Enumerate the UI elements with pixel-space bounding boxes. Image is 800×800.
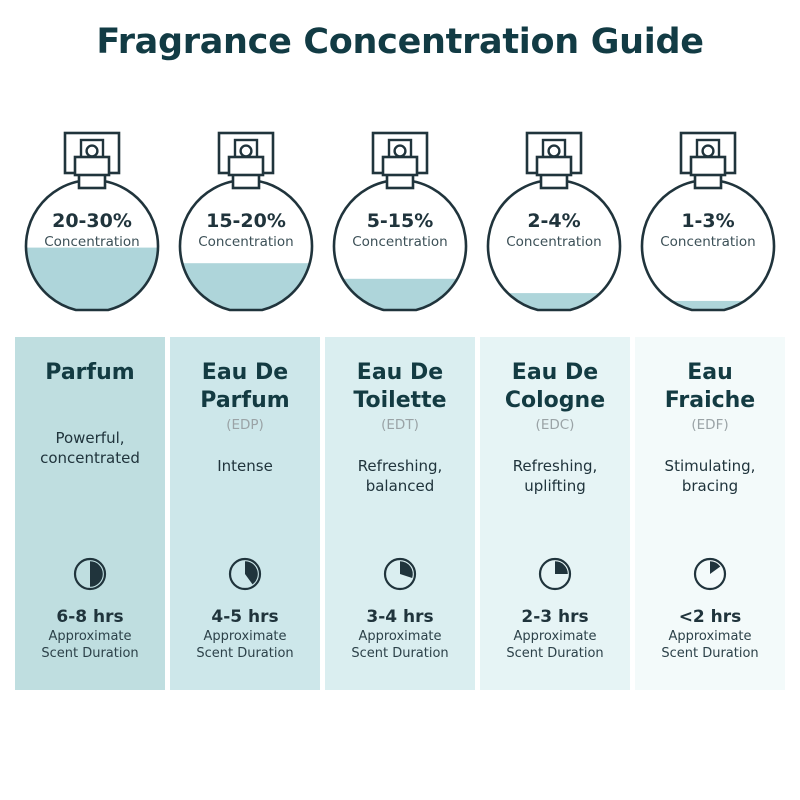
fragrance-abbreviation: (EDC) [535, 416, 575, 433]
bottle-body-fill [488, 180, 620, 310]
clock-ring [228, 557, 262, 591]
page-title: Fragrance Concentration Guide [96, 22, 704, 62]
clock-ring [538, 557, 572, 591]
scent-duration-value: 4-5 hrs [211, 607, 279, 627]
bottle-collar [689, 155, 727, 177]
scent-duration-value: 3-4 hrs [366, 607, 434, 627]
fragrance-description: Refreshing, uplifting [512, 456, 598, 496]
bottle-liquid [487, 293, 621, 310]
fragrance-panel-5[interactable]: Eau Fraiche (EDF) Stimulating, bracing <2 hrs… [635, 337, 785, 690]
bottle-sprayer-circle [547, 144, 561, 158]
fragrance-description: Powerful, concentrated [40, 428, 140, 468]
scent-duration-value: <2 hrs [678, 607, 742, 627]
bottle-sprayer-circle [393, 144, 407, 158]
fragrance-panel-1[interactable]: Parfum Powerful, concentrated 6-8 hrs Approx… [15, 337, 165, 690]
scent-duration-caption: Approximate Scent Duration [661, 629, 759, 661]
scent-duration-value: 2-3 hrs [521, 607, 589, 627]
clock-wedge [400, 561, 413, 578]
bottle-row: 20-30% Concentration 15-20% Concentration 5-… [15, 128, 785, 323]
scent-duration-caption: Approximate Scent Duration [506, 629, 604, 661]
panel-row: Parfum Powerful, concentrated 6-8 hrs Approx… [15, 337, 785, 690]
clock-pie-icon [693, 557, 727, 591]
fragrance-abbreviation: (EDP) [226, 416, 264, 433]
perfume-bottle-icon [332, 131, 468, 312]
fragrance-name: Parfum [45, 360, 135, 385]
clock-wedge [710, 561, 721, 574]
fragrance-panel-4[interactable]: Eau De Cologne (EDC) Refreshing, uplifting 2-… [480, 337, 630, 690]
fragrance-name: Eau De Toilette [353, 360, 447, 413]
fragrance-name: Eau De Cologne [504, 360, 606, 413]
clock-wedge [245, 561, 258, 585]
clock-ring [693, 557, 727, 591]
scent-duration-caption: Approximate Scent Duration [196, 629, 294, 661]
bottle-cell-2: 15-20% Concentration [169, 128, 323, 323]
fragrance-name: Eau Fraiche [664, 360, 756, 413]
clock-wedge [555, 561, 568, 574]
perfume-bottle-icon [640, 131, 776, 312]
bottle-cell-3: 5-15% Concentration [323, 128, 477, 323]
bottle-collar [381, 155, 419, 177]
bottle-liquid [25, 247, 159, 310]
scent-duration-value: 6-8 hrs [56, 607, 124, 627]
fragrance-description: Refreshing, balanced [357, 456, 443, 496]
fragrance-panel-2[interactable]: Eau De Parfum (EDP) Intense 4-5 hrs Approxima… [170, 337, 320, 690]
clock-pie-icon [383, 557, 417, 591]
bottle-cell-4: 2-4% Concentration [477, 128, 631, 323]
bottle-collar [227, 155, 265, 177]
bottle-sprayer-circle [85, 144, 99, 158]
clock-pie-icon [73, 557, 107, 591]
bottle-cell-5: 1-3% Concentration [631, 128, 785, 323]
clock-pie-icon [228, 557, 262, 591]
fragrance-name: Eau De Parfum [200, 360, 290, 413]
clock-ring [383, 557, 417, 591]
clock-wedge [90, 561, 103, 587]
clock-ring [73, 557, 107, 591]
bottle-sprayer-circle [239, 144, 253, 158]
bottle-body-fill [642, 180, 774, 310]
perfume-bottle-icon [24, 131, 160, 312]
scent-duration-caption: Approximate Scent Duration [41, 629, 139, 661]
perfume-bottle-icon [486, 131, 622, 312]
fragrance-description: Stimulating, bracing [664, 456, 756, 496]
bottle-collar [73, 155, 111, 177]
fragrance-abbreviation: (EDF) [691, 416, 729, 433]
clock-pie-icon [538, 557, 572, 591]
bottle-liquid [333, 278, 467, 310]
bottle-collar [535, 155, 573, 177]
bottle-body-fill [334, 180, 466, 310]
perfume-bottle-icon [178, 131, 314, 312]
bottle-sprayer-circle [701, 144, 715, 158]
bottle-liquid [641, 300, 775, 310]
fragrance-description: Intense [217, 456, 273, 475]
bottle-cell-1: 20-30% Concentration [15, 128, 169, 323]
scent-duration-caption: Approximate Scent Duration [351, 629, 449, 661]
fragrance-abbreviation [15, 389, 165, 406]
fragrance-panel-3[interactable]: Eau De Toilette (EDT) Refreshing, balanced 3-… [325, 337, 475, 690]
fragrance-abbreviation: (EDT) [381, 416, 419, 433]
